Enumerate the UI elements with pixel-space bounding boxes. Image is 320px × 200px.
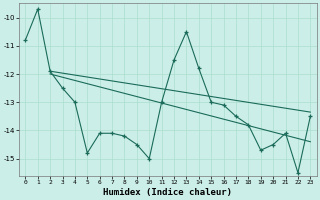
X-axis label: Humidex (Indice chaleur): Humidex (Indice chaleur) (103, 188, 232, 197)
